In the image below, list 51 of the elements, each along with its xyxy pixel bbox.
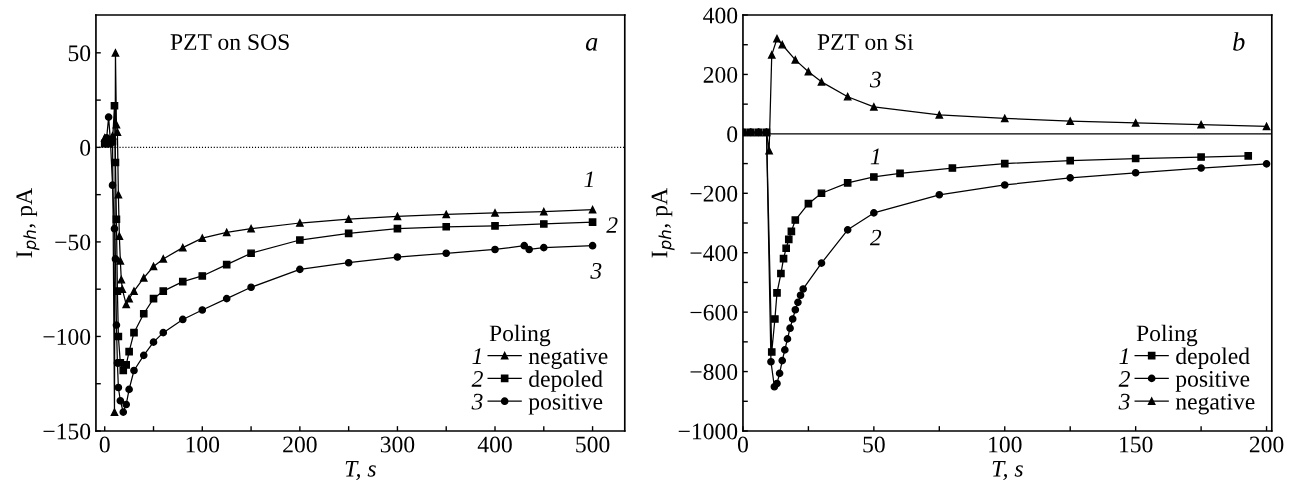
annotation: a <box>585 38 598 51</box>
text: 3 <box>1118 393 1130 410</box>
x-tick-label: 100 <box>186 436 220 453</box>
y-tick-label: 50 <box>68 45 91 62</box>
text: 2 <box>1118 371 1130 387</box>
legend-label: negative <box>528 348 608 369</box>
x-tick-label: 500 <box>576 436 610 453</box>
text: 3 <box>471 393 483 410</box>
legend-title: Poling <box>489 324 551 347</box>
x-tick-label: 0 <box>99 436 110 453</box>
annotation: 3 <box>590 262 602 279</box>
legend-title: Poling <box>1136 324 1198 347</box>
y-tick-label: 200 <box>703 66 738 83</box>
y-tick-label: −1000 <box>678 423 738 440</box>
annotation: 2 <box>869 229 882 246</box>
y-tick-label: −100 <box>43 328 91 345</box>
legend-label: depoled <box>529 370 603 392</box>
y-tick-label: −400 <box>690 245 738 262</box>
annotation: PZT on Si <box>817 34 914 51</box>
text: 1 <box>472 348 481 364</box>
x-tick-label: 300 <box>380 436 415 453</box>
text: 2 <box>471 371 483 387</box>
annotation: 2 <box>606 217 618 233</box>
legend-label: positive <box>1175 371 1250 392</box>
y-axis-title: I$_{ph}$, pA <box>651 188 675 258</box>
annotation: 1 <box>584 171 593 188</box>
legend-label: negative <box>1175 393 1255 415</box>
x-tick-label: 400 <box>477 436 512 453</box>
legend-label: depoled <box>1176 347 1250 369</box>
annotation: 3 <box>869 71 881 88</box>
y-tick-label: −800 <box>690 364 738 380</box>
annotation: PZT on SOS <box>170 34 289 51</box>
y-tick-label: 0 <box>80 139 91 156</box>
x-axis-title: T, s <box>345 460 376 481</box>
y-tick-label: −200 <box>690 185 738 202</box>
y-tick-label: −150 <box>43 423 91 440</box>
y-tick-label: 0 <box>727 126 738 143</box>
y-tick-label: −600 <box>690 304 738 321</box>
y-axis-title: I$_{ph}$, pA <box>16 188 40 258</box>
annotation: 1 <box>870 148 880 165</box>
text: 1 <box>1119 348 1128 364</box>
x-tick-label: 100 <box>989 436 1022 453</box>
x-axis-title: T, s <box>992 460 1023 481</box>
x-tick-label: 50 <box>863 436 885 453</box>
x-tick-label: 200 <box>1249 436 1284 453</box>
annotation: b <box>1233 32 1245 51</box>
y-tick-label: 400 <box>703 7 738 24</box>
x-tick-label: 150 <box>1120 436 1153 453</box>
legend-label: positive <box>528 393 603 415</box>
x-tick-label: 200 <box>283 436 317 453</box>
y-tick-label: −50 <box>55 234 91 251</box>
